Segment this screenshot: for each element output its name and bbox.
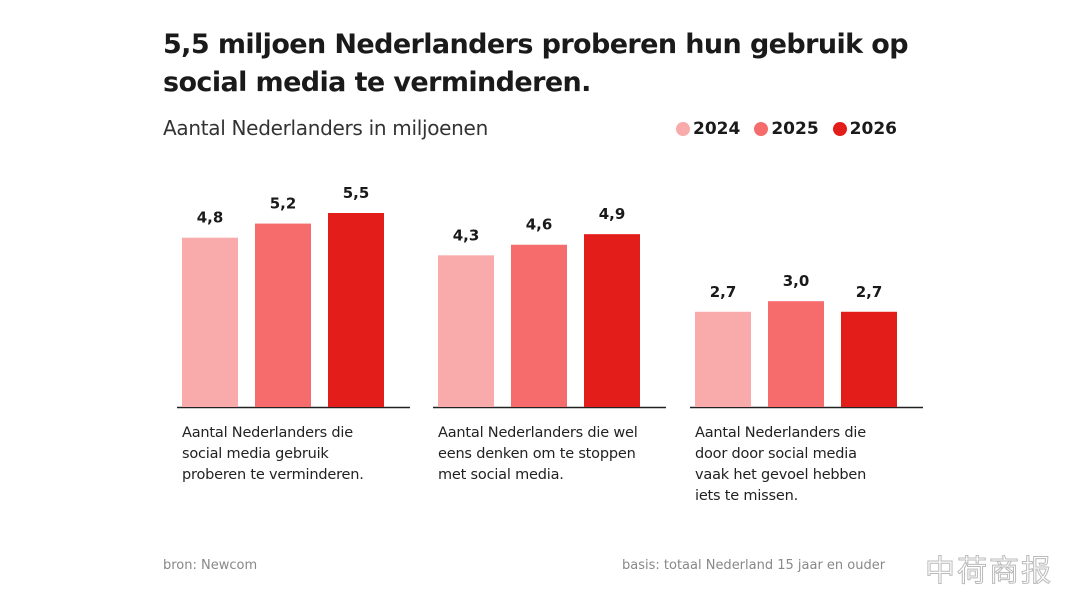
bar-2025-group-3 [768, 301, 824, 407]
legend-item-2025: 2025 [754, 119, 819, 139]
bar-2024-group-1 [182, 237, 238, 407]
legend-label: 2024 [693, 119, 741, 139]
legend-swatch [832, 122, 847, 136]
bar-2024-group-2 [438, 255, 494, 407]
legend-label: 2025 [771, 119, 819, 139]
legend-swatch [754, 122, 769, 136]
bar-2026-group-2 [584, 234, 640, 407]
legend-label: 2026 [849, 119, 897, 139]
data-label: 5,5 [343, 184, 370, 202]
bar-2026-group-1 [328, 213, 384, 407]
category-label-3: Aantal Nederlanders die door door social… [695, 425, 867, 504]
watermark: 中荷商报 [925, 554, 1053, 590]
source-note: bron: Newcom [163, 558, 258, 573]
category-label-2: Aantal Nederlanders die wel eens denken … [438, 425, 638, 483]
data-label: 2,7 [856, 283, 883, 301]
legend-swatch [676, 122, 690, 136]
bar-2025-group-1 [255, 223, 311, 407]
bar-2026-group-3 [841, 311, 897, 407]
category-label-1: Aantal Nederlanders die social media geb… [182, 425, 364, 483]
basis-note: basis: totaal Nederland 15 jaar en ouder [622, 558, 886, 573]
data-label: 2,7 [710, 283, 737, 301]
data-label: 4,6 [526, 216, 553, 234]
bar-2024-group-3 [695, 311, 751, 407]
data-label: 4,3 [453, 226, 480, 244]
data-label: 4,9 [599, 205, 626, 223]
chart-subtitle: Aantal Nederlanders in miljoenen [163, 116, 488, 140]
bar-2025-group-2 [511, 244, 567, 407]
legend-item-2026: 2026 [832, 119, 897, 139]
data-label: 4,8 [197, 209, 224, 227]
data-label: 3,0 [783, 272, 810, 290]
legend: 2024 2025 2026 [676, 119, 897, 139]
legend-item-2024: 2024 [676, 119, 740, 139]
chart-title: 5,5 miljoen Nederlanders proberen hun ge… [163, 29, 909, 98]
data-label: 5,2 [270, 195, 297, 213]
